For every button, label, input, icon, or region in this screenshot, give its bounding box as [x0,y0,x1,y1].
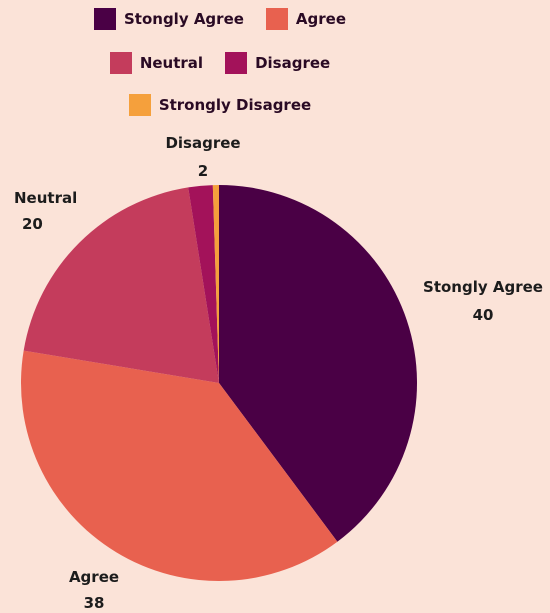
legend-item-disagree: Disagree [225,52,330,74]
legend-label-strongly-agree: Stongly Agree [123,10,244,28]
pie-slice-strongly-disagree [212,185,219,383]
slice-label-agree: Agree [69,568,119,586]
legend-label-agree: Agree [295,10,347,28]
slice-value-disagree: 2 [198,162,208,180]
pie-slice-strongly-agree [219,185,418,542]
legend-label-strongly-disagree: Strongly Disagree [158,96,312,114]
legend-row-1: Stongly Agree Agree [0,8,440,30]
legend-swatch-agree [265,8,288,30]
legend-item-strongly-disagree: Strongly Disagree [128,94,312,116]
legend-label-neutral: Neutral [139,54,204,72]
slice-label-neutral: Neutral [14,189,77,207]
slice-label-disagree: Disagree [165,134,240,152]
legend-swatch-neutral [109,52,132,74]
legend-item-agree: Agree [265,8,347,30]
legend-swatch-disagree [225,52,248,74]
legend-swatch-strongly-agree [93,8,116,30]
legend-item-neutral: Neutral [109,52,204,74]
legend-swatch-strongly-disagree [128,94,151,116]
slice-label-strongly-agree: Stongly Agree [423,278,543,296]
pie-slice-neutral [23,187,219,383]
slice-value-agree: 38 [84,594,105,612]
pie-slice-agree [20,350,338,582]
pie-labels: Stongly Agree 40 Agree 38 Neutral 20 Disagree 2 [14,134,543,612]
pie-slices [20,185,418,582]
legend-label-disagree: Disagree [255,54,331,72]
legend-row-3: Strongly Disagree [0,94,440,116]
slice-value-strongly-agree: 40 [473,306,494,324]
legend-item-strongly-agree: Stongly Agree [93,8,244,30]
pie-slice-disagree [188,185,219,383]
legend-row-2: Neutral Disagree [0,52,440,74]
slice-value-neutral: 20 [22,215,43,233]
